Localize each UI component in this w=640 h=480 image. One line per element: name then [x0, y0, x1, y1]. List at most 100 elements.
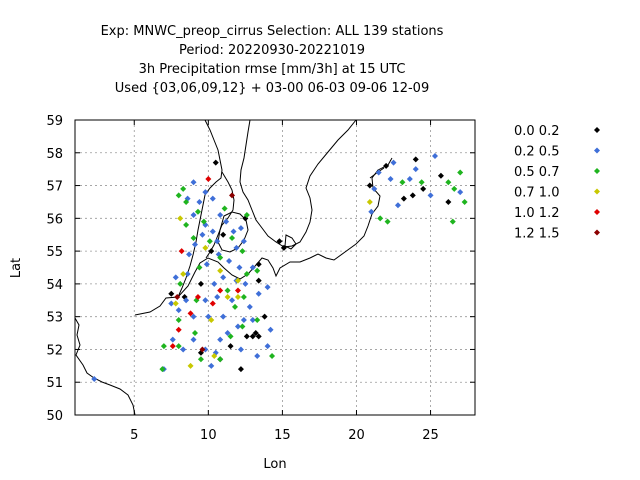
data-point-series-1: [420, 185, 427, 192]
legend-marker-2: [594, 147, 600, 154]
data-point-series-1: [227, 343, 234, 350]
data-point-series-2: [224, 330, 231, 337]
data-point-series-2: [406, 176, 413, 182]
data-point-series-2: [202, 189, 209, 196]
data-point-series-3: [461, 198, 468, 205]
data-point-series-2: [214, 238, 221, 245]
data-point-series-3: [457, 169, 464, 176]
data-point-series-1: [220, 231, 227, 238]
data-point-series-1: [237, 366, 244, 373]
title-line-2: Period: 20220930-20221019: [179, 43, 365, 58]
data-point-series-2: [230, 228, 237, 235]
data-point-series-2: [249, 316, 256, 323]
data-point-series-1: [255, 277, 262, 284]
data-point-series-2: [237, 225, 244, 232]
grid-lines: [75, 120, 475, 415]
legend-label-2: 0.2 0.5: [514, 145, 559, 160]
data-point-series-3: [160, 343, 167, 350]
data-point-series-4: [177, 215, 184, 222]
data-point-series-1: [366, 182, 373, 189]
data-point-series-3: [384, 218, 391, 225]
data-point-series-3: [240, 294, 247, 300]
data-point-series-2: [196, 198, 203, 205]
data-point-series-1: [261, 313, 268, 320]
data-point-series-3: [451, 185, 458, 192]
data-point-series-2: [205, 313, 212, 320]
coastline-map: [74, 119, 393, 416]
data-point-series-2: [180, 346, 187, 353]
x-tick-label: 5: [130, 428, 138, 443]
data-point-series-3: [243, 271, 250, 278]
data-point-series-1: [243, 333, 250, 340]
legend-label-5: 1.0 1.2: [514, 206, 559, 221]
y-tick-label: 51: [46, 376, 63, 391]
data-point-series-2: [432, 153, 438, 160]
data-point-series-3: [254, 316, 261, 323]
data-point-series-2: [217, 336, 224, 343]
data-point-series-4: [234, 294, 241, 300]
data-point-series-3: [192, 330, 198, 337]
y-tick-label: 58: [46, 147, 63, 162]
data-point-series-2: [208, 362, 215, 369]
data-point-series-4: [366, 198, 373, 205]
data-point-series-3: [200, 218, 207, 225]
y-tick-label: 56: [46, 212, 63, 227]
y-tick-label: 52: [46, 343, 63, 358]
data-point-series-3: [197, 356, 204, 363]
data-point-series-2: [203, 261, 210, 268]
data-point-series-2: [387, 176, 394, 182]
data-point-series-2: [202, 297, 209, 304]
data-point-series-5: [175, 326, 182, 333]
data-point-series-3: [159, 366, 166, 373]
data-point-series-6: [199, 346, 206, 353]
axis-ticks: 5 10 15 20 25 50 51 52 53 54 55 56 57 58 59: [46, 114, 475, 443]
data-point-series-2: [233, 244, 240, 251]
data-point-series-3: [224, 287, 231, 294]
data-point-series-3: [217, 356, 224, 363]
data-point-series-2: [255, 290, 262, 297]
data-point-series-3: [221, 205, 228, 212]
data-point-series-3: [229, 235, 236, 241]
data-point-series-4: [208, 316, 215, 323]
legend-label-1: 0.0 0.2: [514, 124, 559, 139]
data-point-series-2: [199, 231, 206, 238]
scatter-points: [91, 153, 468, 382]
data-point-series-2: [223, 218, 230, 225]
data-point-series-1: [445, 198, 452, 205]
data-point-series-2: [217, 212, 224, 219]
data-point-series-1: [252, 330, 259, 337]
data-point-series-3: [175, 343, 182, 350]
y-tick-label: 57: [46, 180, 63, 195]
y-tick-label: 54: [46, 278, 63, 293]
data-point-series-4: [187, 362, 194, 369]
data-point-series-2: [264, 284, 271, 291]
data-point-series-3: [445, 179, 452, 186]
data-point-series-4: [224, 294, 231, 300]
data-point-series-6: [174, 294, 181, 300]
data-point-series-6: [229, 192, 236, 199]
data-point-series-3: [418, 179, 425, 186]
data-point-series-2: [220, 313, 227, 320]
legend-marker-4: [594, 188, 600, 195]
data-point-series-2: [240, 238, 247, 245]
data-point-series-1: [409, 192, 416, 199]
chart-title: Exp: MNWC_preop_cirrus Selection: ALL 13…: [101, 24, 444, 96]
data-point-series-3: [217, 254, 224, 261]
y-axis-label: Lat: [9, 258, 24, 278]
plot-frame: [74, 119, 476, 416]
title-line-4: Used {03,06,09,12} + 03-00 06-03 09-06 1…: [115, 81, 429, 96]
data-point-series-2: [375, 169, 382, 176]
data-point-series-2: [394, 202, 401, 209]
x-tick-label: 25: [422, 428, 439, 443]
data-point-series-5: [205, 176, 212, 182]
x-axis-label: Lon: [263, 457, 286, 472]
data-point-series-2: [226, 257, 233, 264]
legend-marker-3: [594, 168, 600, 174]
data-point-series-5: [194, 294, 201, 300]
data-point-series-4: [172, 300, 179, 307]
data-point-series-2: [190, 336, 197, 343]
legend-marker-1: [594, 127, 600, 133]
legend-marker-6: [594, 229, 600, 236]
data-point-series-1: [208, 248, 215, 255]
